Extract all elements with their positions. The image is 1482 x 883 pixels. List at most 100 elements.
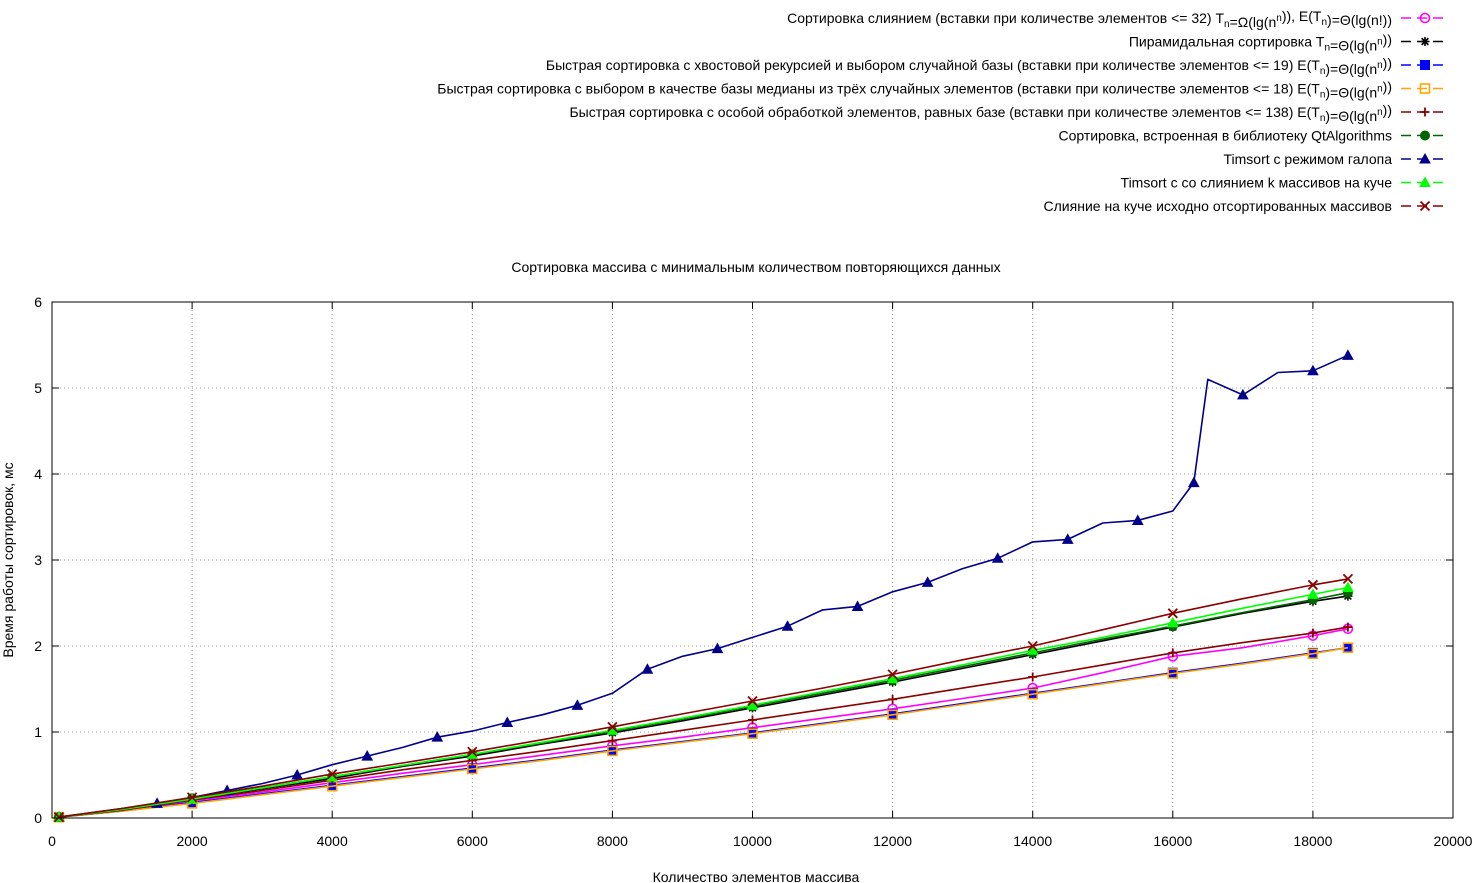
legend-marker <box>1419 83 1431 94</box>
legend-label-part: n <box>1224 19 1230 30</box>
series-9 <box>53 573 1354 823</box>
x-tick-label: 2000 <box>177 833 208 849</box>
series-line <box>58 578 1349 818</box>
series-point <box>607 721 618 732</box>
legend-label-part: Timsort с режимом галопа <box>1223 151 1392 167</box>
legend-label-part: =Ω(lg(n <box>1230 14 1277 30</box>
legend-label-part: )) <box>1383 79 1392 95</box>
series-point <box>1167 608 1178 619</box>
legend-entry-7: Timsort с режимом галопа <box>1223 151 1449 167</box>
series-point <box>888 694 898 704</box>
legend-label-part: )) <box>1383 55 1392 71</box>
legend-label-part: Быстрая сортировка с хвостовой рекурсией… <box>546 57 1320 73</box>
series-point <box>1027 688 1038 700</box>
x-tick-label: 0 <box>48 833 56 849</box>
series-point <box>607 745 618 757</box>
y-axis-label: Время работы сортировок, мс <box>0 462 16 657</box>
y-tick-label: 2 <box>34 638 42 654</box>
series-point <box>1343 622 1353 632</box>
series-point <box>1342 573 1354 585</box>
legend-label-part: )) <box>1383 32 1392 48</box>
x-tick-label: 8000 <box>597 833 628 849</box>
series-point <box>711 642 724 654</box>
series-point <box>1307 588 1319 599</box>
legend-label-part: )=Θ(lg(n <box>1325 85 1377 101</box>
legend-label-part: Слияние на куче исходно отсортированных … <box>1044 198 1392 214</box>
series-point <box>921 576 934 587</box>
legend-label-part: Быстрая сортировка с выбором в качестве … <box>437 81 1320 97</box>
legend-label-part: Timsort с со слиянием k массивов на куче <box>1121 175 1393 191</box>
series-point <box>1168 648 1178 658</box>
series-point <box>1307 648 1319 660</box>
chart-title: Сортировка массива с минимальным количес… <box>511 259 1000 275</box>
series-point <box>361 750 374 761</box>
series-line <box>58 628 1349 818</box>
series-point <box>607 736 617 746</box>
series-point <box>991 552 1004 563</box>
x-tick-label: 10000 <box>733 833 772 849</box>
y-tick-label: 6 <box>34 294 42 310</box>
series-point <box>1131 514 1144 525</box>
legend-label-part: n <box>1324 43 1330 54</box>
tick-labels: 0 2000 4000 6000 8000 10000 12000 14000 16000 180… <box>34 294 1472 849</box>
legend-marker <box>1419 152 1431 164</box>
legend-marker <box>1420 60 1430 70</box>
series-point <box>1061 533 1074 544</box>
ticks <box>51 301 1454 819</box>
series-line <box>58 646 1349 818</box>
legend-label: Быстрая сортировка с хвостовой рекурсией… <box>546 55 1392 77</box>
legend-entry-9: Слияние на куче исходно отсортированных … <box>1044 198 1449 214</box>
legend-label-part: Сортировка, встроенная в библиотеку QtAl… <box>1058 128 1392 144</box>
series-point <box>1187 476 1200 488</box>
series-point <box>291 768 304 780</box>
series-7 <box>53 349 1354 822</box>
series-point <box>1028 672 1038 682</box>
legend-marker <box>1419 12 1431 24</box>
legend-label: Сортировка, встроенная в библиотеку QtAl… <box>1058 128 1392 144</box>
series-point <box>1027 640 1038 652</box>
legend-entry-2: Пирамидальная сортировка Tn=Θ(lg(nn)) <box>1129 32 1449 54</box>
legend-label-part: n <box>1276 13 1282 24</box>
series-point <box>1342 349 1354 360</box>
legend-label-part: n <box>1377 107 1383 118</box>
legend-entry-4: Быстрая сортировка с выбором в качестве … <box>437 79 1449 101</box>
x-tick-label: 6000 <box>457 833 488 849</box>
x-tick-label: 16000 <box>1153 833 1192 849</box>
legend-label: Пирамидальная сортировка Tn=Θ(lg(nn)) <box>1129 32 1392 54</box>
series-point <box>327 769 338 780</box>
series-3 <box>54 642 1353 823</box>
series-8 <box>53 581 1354 822</box>
legend-entry-3: Быстрая сортировка с хвостовой рекурсией… <box>546 55 1449 77</box>
legend-marker <box>1420 107 1430 117</box>
series-line <box>58 626 1349 818</box>
legend-marker <box>1419 200 1431 212</box>
legend-marker <box>1420 130 1430 141</box>
legend-label-part: =Θ(lg(n <box>1330 38 1377 54</box>
legend: Сортировка слиянием (вставки при количес… <box>437 8 1449 214</box>
y-tick-label: 0 <box>34 810 42 826</box>
legend-label-part: )=Θ(lg(n!)) <box>1327 12 1392 28</box>
series-point <box>1342 642 1354 654</box>
x-tick-label: 20000 <box>1434 833 1473 849</box>
series-point <box>747 695 758 707</box>
series-point <box>53 812 65 823</box>
series-point <box>501 716 514 728</box>
series-point <box>641 663 654 674</box>
series-point <box>887 669 898 680</box>
series-point <box>1307 364 1319 376</box>
legend-label-part: )), E(T <box>1282 8 1322 24</box>
series-point <box>886 672 899 684</box>
series-layer <box>53 349 1354 823</box>
series-point <box>1237 388 1249 400</box>
series-point <box>887 709 898 721</box>
legend-label: Timsort с со слиянием k массивов на куче <box>1121 175 1393 191</box>
x-tick-label: 12000 <box>873 833 912 849</box>
legend-entry-5: Быстрая сортировка с особой обработкой э… <box>569 102 1449 124</box>
series-point <box>1308 628 1318 638</box>
legend-marker <box>1420 37 1430 46</box>
legend-label-part: Быстрая сортировка с особой обработкой э… <box>569 104 1320 120</box>
series-point <box>1342 581 1354 593</box>
legend-label-part: Пирамидальная сортировка T <box>1129 34 1325 50</box>
series-point <box>186 792 198 803</box>
